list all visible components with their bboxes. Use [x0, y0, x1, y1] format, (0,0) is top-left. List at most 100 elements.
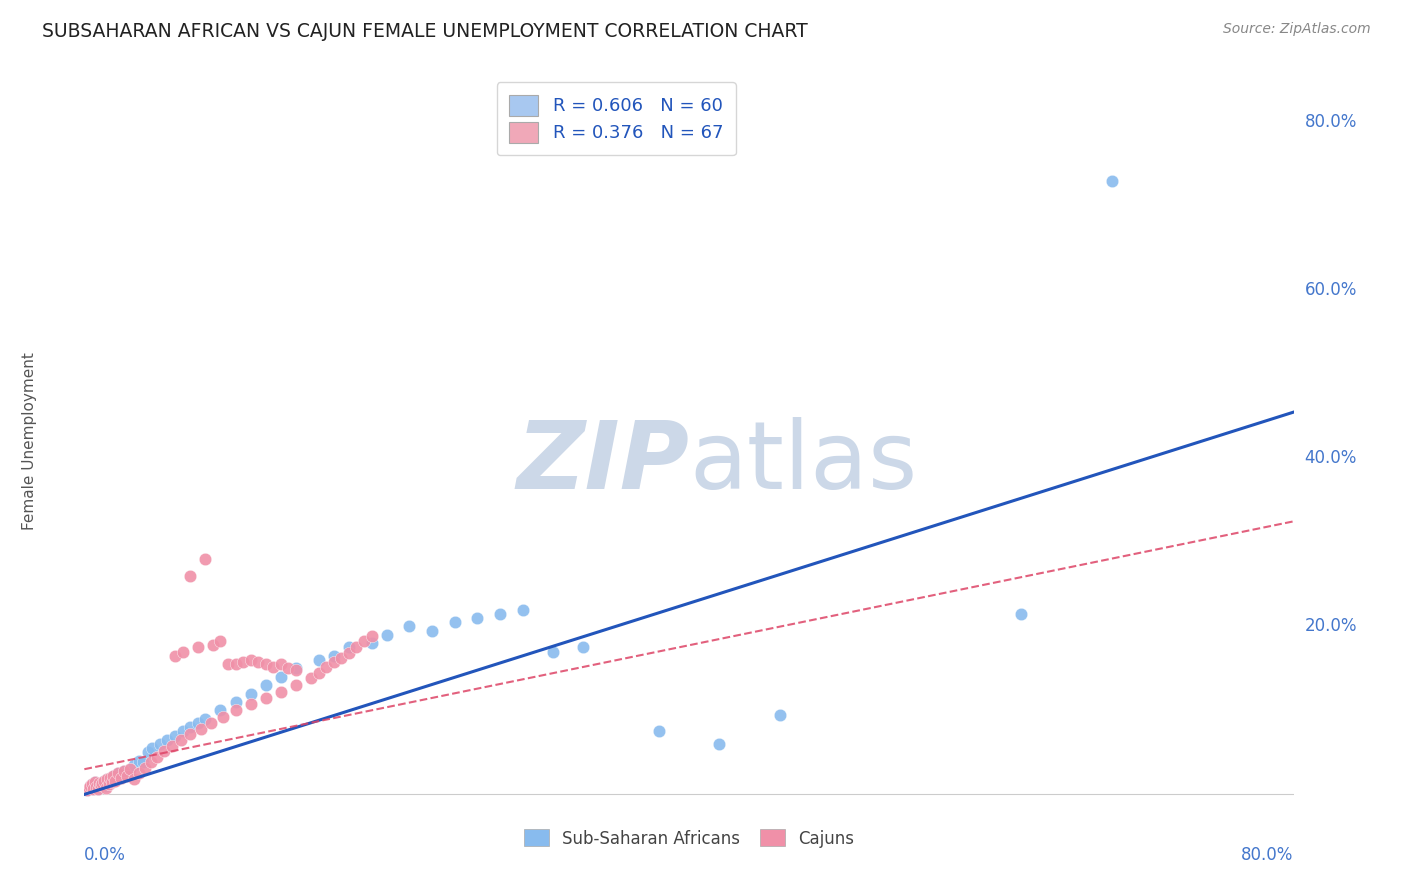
Point: [225, 695, 247, 709]
Point: [322, 655, 344, 669]
Point: [84, 774, 107, 789]
Point: [262, 659, 284, 673]
Point: [769, 707, 792, 722]
Text: 80.0%: 80.0%: [1305, 113, 1357, 131]
Point: [112, 764, 135, 778]
Point: [360, 630, 382, 644]
Point: [254, 657, 277, 672]
Point: [107, 766, 129, 780]
Point: [98, 771, 121, 785]
Point: [194, 552, 217, 566]
Point: [277, 661, 299, 675]
Point: [398, 619, 420, 633]
Point: [86, 780, 108, 794]
Point: [212, 710, 235, 724]
Point: [353, 634, 375, 648]
Point: [315, 659, 337, 673]
Point: [90, 778, 112, 792]
Point: [118, 762, 141, 776]
Point: [146, 749, 169, 764]
Point: [132, 756, 155, 770]
Point: [112, 764, 135, 778]
Point: [98, 771, 121, 785]
Point: [141, 741, 163, 756]
Point: [76, 783, 98, 797]
Legend: Sub-Saharan Africans, Cajuns: Sub-Saharan Africans, Cajuns: [515, 821, 863, 856]
Point: [91, 775, 114, 789]
Point: [94, 780, 117, 795]
Point: [118, 762, 141, 776]
Text: 0.0%: 0.0%: [84, 847, 127, 864]
Point: [239, 687, 262, 701]
Point: [96, 772, 118, 787]
Point: [104, 774, 127, 789]
Point: [179, 727, 201, 741]
Point: [79, 779, 101, 793]
Point: [299, 672, 322, 686]
Point: [134, 760, 156, 774]
Point: [172, 644, 194, 658]
Point: [80, 777, 103, 791]
Point: [467, 611, 489, 625]
Point: [115, 769, 138, 783]
Point: [87, 781, 110, 796]
Point: [84, 774, 107, 789]
Point: [87, 781, 110, 796]
Point: [190, 722, 212, 736]
Point: [330, 651, 353, 665]
Point: [239, 697, 262, 711]
Point: [80, 777, 103, 791]
Point: [122, 758, 145, 772]
Point: [122, 772, 145, 787]
Point: [285, 663, 308, 677]
Text: Female Unemployment: Female Unemployment: [22, 352, 38, 531]
Point: [90, 778, 112, 792]
Point: [82, 782, 104, 797]
Point: [254, 690, 277, 705]
Point: [308, 665, 330, 680]
Point: [115, 769, 138, 783]
Point: [165, 729, 187, 743]
Point: [93, 774, 115, 789]
Point: [254, 678, 277, 692]
Point: [160, 739, 183, 753]
Point: [153, 744, 176, 758]
Point: [375, 628, 398, 642]
Point: [93, 774, 115, 789]
Point: [96, 772, 118, 787]
Text: SUBSAHARAN AFRICAN VS CAJUN FEMALE UNEMPLOYMENT CORRELATION CHART: SUBSAHARAN AFRICAN VS CAJUN FEMALE UNEMP…: [42, 22, 808, 41]
Point: [200, 716, 222, 731]
Point: [209, 703, 232, 717]
Point: [128, 754, 150, 768]
Point: [97, 777, 120, 791]
Point: [270, 670, 292, 684]
Point: [572, 640, 595, 655]
Point: [76, 783, 98, 797]
Point: [156, 732, 179, 747]
Point: [360, 636, 382, 650]
Point: [82, 782, 104, 797]
Point: [247, 655, 270, 669]
Point: [107, 766, 129, 780]
Point: [270, 657, 292, 672]
Point: [94, 779, 117, 793]
Point: [512, 602, 534, 616]
Point: [100, 774, 122, 789]
Text: 80.0%: 80.0%: [1241, 847, 1294, 864]
Point: [337, 640, 360, 655]
Text: 60.0%: 60.0%: [1305, 281, 1357, 300]
Point: [110, 772, 132, 786]
Point: [97, 777, 120, 791]
Point: [89, 776, 111, 790]
Point: [128, 766, 150, 780]
Point: [86, 780, 108, 794]
Point: [322, 648, 344, 663]
Point: [91, 775, 114, 789]
Point: [346, 640, 368, 655]
Text: 40.0%: 40.0%: [1305, 450, 1357, 467]
Text: 20.0%: 20.0%: [1305, 617, 1357, 635]
Point: [110, 772, 132, 786]
Point: [89, 776, 111, 790]
Point: [139, 756, 162, 770]
Point: [209, 634, 232, 648]
